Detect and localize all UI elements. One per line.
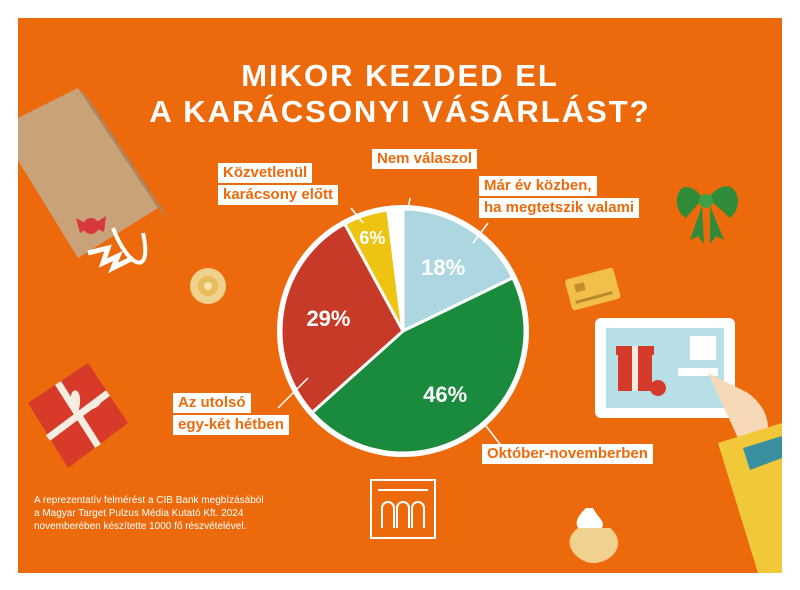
leader-line-kozvetlenul — [350, 207, 364, 224]
category-label-ev-kozben-line-1: Már év közben, — [479, 176, 597, 196]
footnote-line-1: A reprezentatív felmérést a CIB Bank meg… — [34, 495, 264, 506]
pie-value-label-kozvetlenul: 6% — [359, 228, 385, 248]
pie-chart: 18% 46% 29% 6% 2% — [277, 171, 529, 457]
gift-box-icon — [28, 363, 128, 468]
footnote-line-3: novemberében készítette 1000 fő részvéte… — [34, 521, 247, 532]
category-label-oktober: Október-novemberben — [482, 444, 653, 464]
leader-line-nem-valaszol — [407, 197, 411, 211]
credit-card-icon — [565, 267, 621, 311]
pointing-hand-icon — [708, 373, 782, 573]
pie-value-label-nem-valaszol: 2% — [386, 171, 412, 191]
shopping-bag-icon — [18, 88, 168, 274]
decorations — [18, 88, 782, 573]
title-line-1: MIKOR KEZDED EL — [241, 58, 559, 93]
label-block-nem-valaszol: Nem válaszol — [372, 149, 478, 171]
bow-icon — [190, 268, 226, 304]
page-title: MIKOR KEZDED EL A KARÁCSONYI VÁSÁRLÁST? — [18, 58, 782, 130]
category-label-kozvetlenul-line-2: karácsony előtt — [218, 185, 339, 205]
footnote: A reprezentatív felmérést a CIB Bank meg… — [34, 494, 314, 533]
pie-value-label-ev-kozben: 18% — [421, 255, 465, 280]
cib-logo-icon — [370, 479, 436, 539]
label-block-kozvetlenul: Közvetlenül karácsony előtt — [218, 163, 339, 207]
label-block-oktober: Október-novemberben — [482, 444, 653, 466]
category-label-kozvetlenul-line-1: Közvetlenül — [218, 163, 313, 183]
tablet-shop-icon — [595, 318, 735, 418]
category-label-utolso-line-1: Az utolsó — [173, 393, 251, 413]
pie-slice-utolso — [279, 221, 405, 415]
category-label-nem-valaszol: Nem válaszol — [372, 149, 478, 169]
category-label-ev-kozben-line-2: ha megtetszik valami — [479, 198, 640, 218]
leader-line-ev-kozben — [472, 222, 489, 244]
leader-line-utolso — [277, 377, 309, 409]
label-block-ev-kozben: Már év közben, ha megtetszik valami — [479, 176, 640, 220]
poster: MIKOR KEZDED EL A KARÁCSONYI VÁSÁRLÁST? — [18, 18, 782, 573]
pie-slice-ev-kozben — [401, 207, 515, 334]
category-label-utolso-line-2: egy-két hétben — [173, 415, 289, 435]
pie-value-label-utolso: 29% — [306, 306, 350, 331]
pie-slice-nem-valaszol — [386, 207, 405, 332]
label-block-utolso: Az utolsó egy-két hétben — [173, 393, 289, 437]
pie-value-label-oktober: 46% — [423, 382, 467, 407]
footnote-line-2: a Magyar Target Pulzus Média Kutató Kft.… — [34, 508, 244, 519]
title-line-2: A KARÁCSONYI VÁSÁRLÁST? — [149, 94, 651, 129]
green-bow-icon — [676, 186, 738, 244]
ornament-icon — [569, 508, 619, 563]
pie-slice-oktober — [310, 275, 527, 455]
